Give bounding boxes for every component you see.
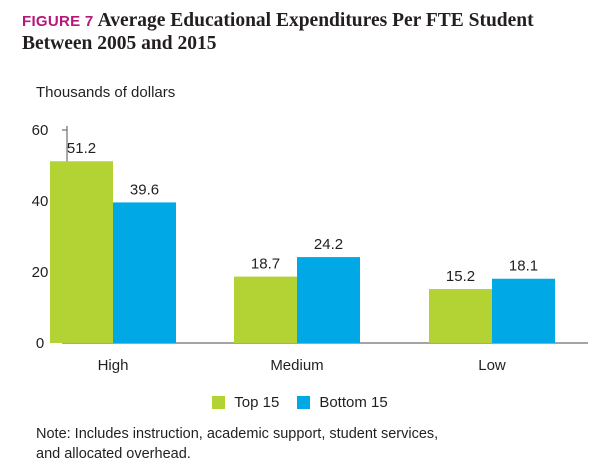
legend-swatch-top-15: [212, 396, 226, 409]
bar-top-15-high: [50, 161, 113, 343]
data-label: 39.6: [130, 181, 159, 198]
data-label: 18.7: [251, 256, 280, 273]
data-label: 15.2: [446, 268, 475, 285]
data-label: 24.2: [314, 236, 343, 253]
bar-chart: 0 20 40 60 51.2 39.6 High 18.7 24.2 Medium 15.2 18.…: [32, 122, 588, 374]
figure-title-line2: Between 2005 and 2015: [22, 33, 217, 54]
bar-top-15-low: [429, 289, 492, 343]
bar-bottom-15-low: [492, 278, 555, 343]
note-line-1: Note: Includes instruction, academic sup…: [36, 426, 439, 442]
legend-label-top-15: Top 15: [234, 394, 280, 411]
chart-note: Note: Includes instruction, academic sup…: [36, 424, 556, 464]
chart-legend: Top 15 Bottom 15: [0, 394, 600, 411]
y-tick-label: 20: [32, 264, 49, 281]
x-tick-label-low: Low: [478, 357, 506, 374]
y-tick-label: 40: [32, 193, 49, 210]
x-tick-label-medium: Medium: [270, 357, 323, 374]
note-line-2: and allocated overhead.: [36, 446, 191, 462]
figure-header: FIGURE 7 Average Educational Expenditures…: [22, 10, 582, 55]
y-axis-unit-label: Thousands of dollars: [36, 84, 176, 101]
figure-title: Average Educational Expenditures Per FTE…: [97, 10, 534, 31]
bar-bottom-15-high: [113, 202, 176, 343]
legend-item-bottom-15: Bottom 15: [297, 394, 388, 411]
y-tick-label: 0: [36, 335, 44, 352]
legend-swatch-bottom-15: [297, 396, 311, 409]
legend-item-top-15: Top 15: [212, 394, 279, 411]
bar-top-15-medium: [234, 276, 297, 343]
legend-label-bottom-15: Bottom 15: [319, 394, 388, 411]
x-tick-label-high: High: [98, 357, 129, 374]
data-label: 51.2: [67, 140, 96, 157]
data-label: 18.1: [509, 258, 538, 275]
bar-bottom-15-medium: [297, 257, 360, 343]
figure-label: FIGURE 7: [22, 13, 94, 30]
y-tick-label: 60: [32, 122, 49, 139]
